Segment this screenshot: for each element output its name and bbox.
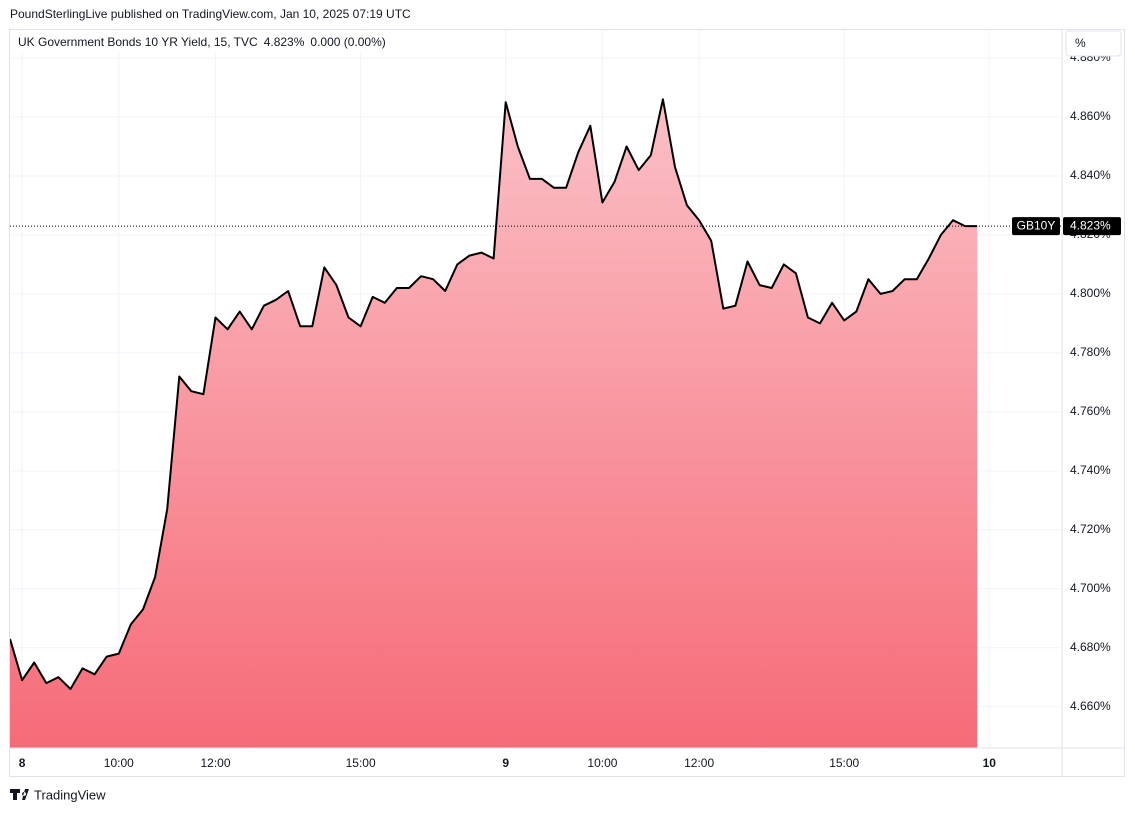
y-tick-label: 4.840%	[1070, 168, 1111, 182]
area-fill	[10, 99, 978, 748]
ticker-tag	[1012, 217, 1060, 236]
y-tick-label: 4.860%	[1070, 109, 1111, 123]
y-tick-label: 4.740%	[1070, 463, 1111, 477]
ticker-tag-label: GB10Y	[1017, 218, 1056, 232]
y-tick-label: 4.680%	[1070, 640, 1111, 654]
x-tick-label: 15:00	[346, 756, 376, 770]
scale-button[interactable]	[1065, 30, 1122, 57]
legend-bg	[11, 31, 471, 53]
y-tick-label: 4.780%	[1070, 345, 1111, 359]
y-tick-label: 4.800%	[1070, 286, 1111, 300]
x-tick-label: 9	[502, 756, 509, 770]
y-tick-label: 4.720%	[1070, 522, 1111, 536]
x-tick-label: 12:00	[684, 756, 714, 770]
x-tick-label: 10:00	[587, 756, 617, 770]
legend: UK Government Bonds 10 YR Yield, 15, TVC…	[18, 35, 386, 49]
scale-button-label[interactable]: %	[1075, 36, 1086, 50]
legend-change: 0.000 (0.00%)	[310, 35, 385, 49]
x-tick-label: 12:00	[201, 756, 231, 770]
y-tick-label: 4.660%	[1070, 699, 1111, 713]
legend-symbol: UK Government Bonds 10 YR Yield, 15, TVC	[18, 35, 258, 49]
publisher-note: PoundSterlingLive published on TradingVi…	[10, 7, 411, 21]
brand: TradingView	[10, 787, 106, 802]
y-tick-label: 4.700%	[1070, 581, 1111, 595]
last-price-label: 4.823%	[1070, 218, 1111, 232]
x-tick-label: 15:00	[829, 756, 859, 770]
last-price-tag	[1063, 217, 1121, 236]
line	[10, 98, 978, 690]
frame	[9, 29, 1125, 777]
x-tick-label: 10:00	[104, 756, 134, 770]
legend-value: 4.823%	[264, 35, 305, 49]
x-tick-label: 10	[983, 756, 997, 770]
x-tick-label: 8	[19, 756, 26, 770]
brand-name: TradingView	[34, 787, 106, 802]
y-tick-label: 4.760%	[1070, 404, 1111, 418]
brand-logo	[10, 789, 29, 800]
